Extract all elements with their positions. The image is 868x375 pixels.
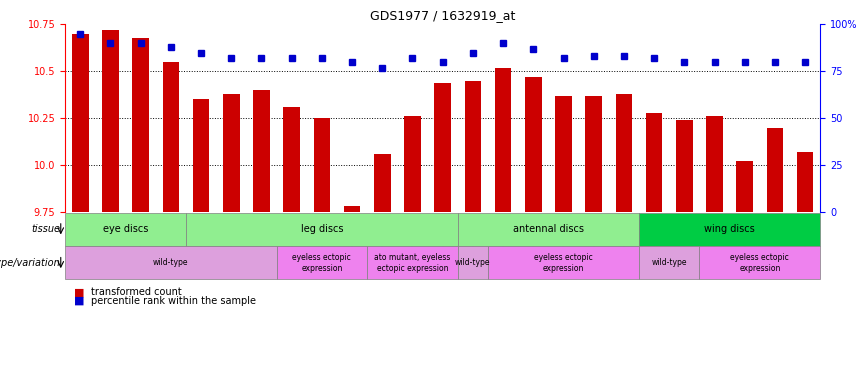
- Text: wild-type: wild-type: [455, 258, 490, 267]
- Text: wild-type: wild-type: [652, 258, 687, 267]
- Text: ■: ■: [74, 288, 84, 297]
- Bar: [344, 206, 360, 212]
- Bar: [313, 118, 330, 212]
- Text: genotype/variation: genotype/variation: [0, 258, 61, 268]
- Text: eyeless ectopic
expression: eyeless ectopic expression: [534, 253, 593, 273]
- Bar: [102, 30, 119, 212]
- Text: ato mutant, eyeless
ectopic expression: ato mutant, eyeless ectopic expression: [374, 253, 450, 273]
- Text: eye discs: eye discs: [102, 224, 148, 234]
- Bar: [707, 116, 723, 212]
- Bar: [766, 128, 783, 212]
- Text: tissue: tissue: [32, 224, 61, 234]
- Bar: [374, 154, 391, 212]
- Bar: [736, 161, 753, 212]
- Text: eyeless ectopic
expression: eyeless ectopic expression: [293, 253, 352, 273]
- Bar: [464, 81, 481, 212]
- Bar: [223, 94, 240, 212]
- Text: percentile rank within the sample: percentile rank within the sample: [91, 296, 256, 306]
- Text: antennal discs: antennal discs: [513, 224, 584, 234]
- Bar: [162, 62, 179, 212]
- Text: leg discs: leg discs: [300, 224, 343, 234]
- Text: wild-type: wild-type: [153, 258, 188, 267]
- Bar: [585, 96, 602, 212]
- Bar: [404, 116, 421, 212]
- Text: wing discs: wing discs: [704, 224, 755, 234]
- Bar: [283, 107, 300, 212]
- Bar: [797, 152, 813, 212]
- Bar: [556, 96, 572, 212]
- Bar: [193, 99, 209, 212]
- Bar: [132, 38, 149, 212]
- Bar: [676, 120, 693, 212]
- Bar: [646, 112, 662, 212]
- Text: ■: ■: [74, 296, 84, 306]
- Text: eyeless ectopic
expression: eyeless ectopic expression: [731, 253, 789, 273]
- Bar: [495, 68, 511, 212]
- Bar: [253, 90, 270, 212]
- Bar: [72, 34, 89, 212]
- Title: GDS1977 / 1632919_at: GDS1977 / 1632919_at: [370, 9, 516, 22]
- Bar: [615, 94, 632, 212]
- Bar: [434, 82, 451, 212]
- Bar: [525, 77, 542, 212]
- Text: transformed count: transformed count: [91, 288, 182, 297]
